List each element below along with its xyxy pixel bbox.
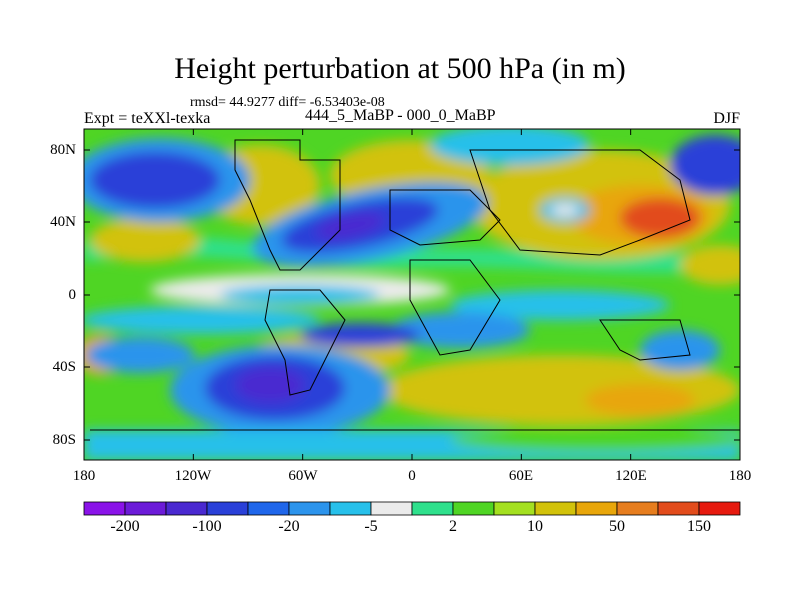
colorbar-box	[206, 501, 249, 516]
colorbar-label: -200	[110, 518, 140, 535]
colorbar-box	[247, 501, 290, 516]
lat-tick-label: 40N	[50, 214, 76, 230]
colorbar-box	[575, 501, 618, 516]
colorbar-box	[165, 501, 208, 516]
comparison-label: 444_5_MaBP - 000_0_MaBP	[305, 107, 496, 124]
colorbar-box	[698, 501, 741, 516]
experiment-label: Expt = teXXl-texka	[84, 110, 211, 127]
lon-tick-label: 0	[408, 468, 416, 484]
colorbar	[83, 501, 741, 516]
colorbar-box	[493, 501, 536, 516]
colorbar-label: -20	[278, 518, 300, 535]
colorbar-box	[370, 501, 413, 516]
lat-tick-label: 80S	[52, 432, 76, 448]
colorbar-box	[288, 501, 331, 516]
colorbar-box	[124, 501, 167, 516]
lon-tick-label: 180	[72, 468, 96, 484]
plot-title: Height perturbation at 500 hPa (in m)	[174, 52, 626, 85]
colorbar-label: 10	[527, 518, 543, 535]
lon-tick-label: 120W	[174, 468, 212, 484]
axis-ticks	[83, 129, 741, 460]
contour-field	[84, 129, 740, 460]
colorbar-box	[657, 501, 700, 516]
colorbar-label: -100	[192, 518, 222, 535]
lat-tick-label: 0	[68, 287, 77, 303]
colorbar-box	[534, 501, 577, 516]
coastlines	[90, 139, 740, 431]
lon-tick-label: 120E	[615, 468, 647, 484]
colorbar-label: 2	[449, 518, 457, 535]
lat-tick-label: 40S	[52, 359, 76, 375]
colorbar-box	[329, 501, 372, 516]
colorbar-label: -5	[364, 518, 378, 535]
lat-tick-label: 80N	[50, 142, 76, 158]
lon-tick-label: 180	[728, 468, 752, 484]
colorbar-label: 50	[609, 518, 625, 535]
lon-tick-label: 60E	[508, 468, 534, 484]
colorbar-box	[616, 501, 659, 516]
colorbar-label: 150	[687, 518, 711, 535]
lon-tick-label: 60W	[288, 468, 318, 484]
colorbar-box	[83, 501, 126, 516]
colorbar-box	[452, 501, 495, 516]
colorbar-box	[411, 501, 454, 516]
season-label: DJF	[713, 110, 740, 127]
stats-text: rmsd= 44.9277 diff= -6.53403e-08	[190, 95, 385, 110]
